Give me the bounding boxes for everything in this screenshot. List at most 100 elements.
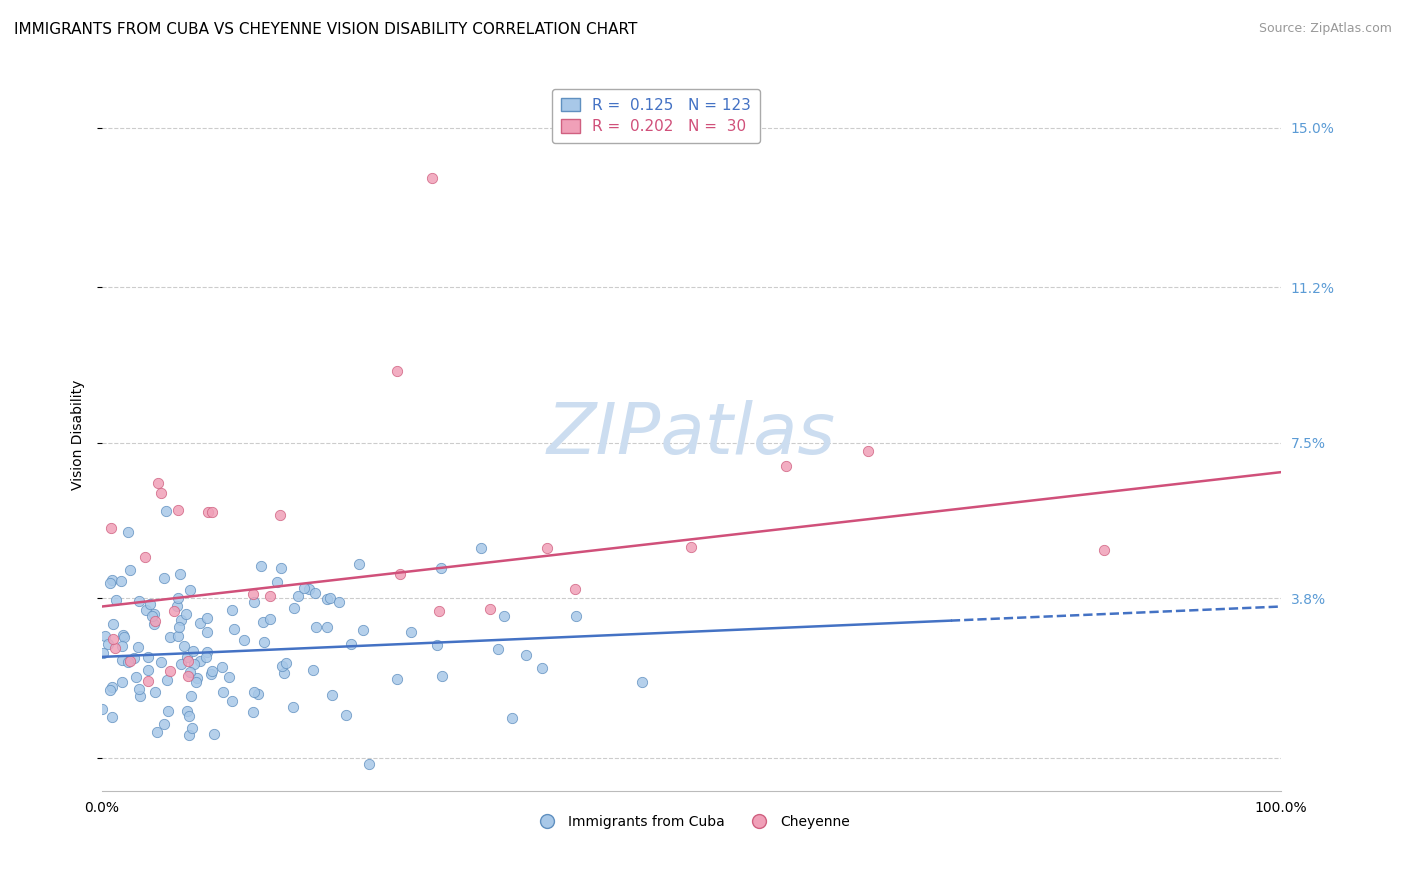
Point	[221, 603, 243, 617]
Point	[146, 724, 169, 739]
Point	[91, 646, 114, 660]
Point	[204, 727, 226, 741]
Point	[100, 573, 122, 587]
Point	[180, 689, 202, 703]
Point	[120, 563, 142, 577]
Text: IMMIGRANTS FROM CUBA VS CHEYENNE VISION DISABILITY CORRELATION CHART: IMMIGRANTS FROM CUBA VS CHEYENNE VISION …	[14, 22, 637, 37]
Point	[321, 689, 343, 703]
Point	[104, 593, 127, 607]
Point	[91, 702, 114, 716]
Point	[166, 599, 188, 614]
Point	[420, 171, 443, 186]
Point	[176, 654, 198, 668]
Point	[143, 685, 166, 699]
Point	[287, 590, 309, 604]
Point	[166, 629, 188, 643]
Point	[1092, 542, 1115, 557]
Point	[304, 586, 326, 600]
Point	[292, 581, 315, 595]
Point	[266, 574, 288, 589]
Point	[195, 625, 218, 640]
Point	[242, 705, 264, 719]
Point	[179, 665, 201, 680]
Point	[111, 653, 134, 667]
Point	[328, 594, 350, 608]
Point	[389, 566, 412, 581]
Point	[159, 630, 181, 644]
Point	[269, 508, 291, 523]
Point	[276, 656, 298, 670]
Text: Source: ZipAtlas.com: Source: ZipAtlas.com	[1258, 22, 1392, 36]
Point	[501, 711, 523, 725]
Point	[430, 669, 453, 683]
Point	[195, 649, 218, 664]
Point	[141, 608, 163, 623]
Point	[167, 620, 190, 634]
Point	[195, 645, 218, 659]
Point	[155, 504, 177, 518]
Point	[167, 503, 190, 517]
Point	[243, 595, 266, 609]
Point	[565, 608, 588, 623]
Point	[170, 657, 193, 671]
Point	[385, 364, 408, 378]
Point	[188, 654, 211, 668]
Point	[259, 611, 281, 625]
Point	[233, 633, 256, 648]
Point	[221, 694, 243, 708]
Point	[177, 669, 200, 683]
Point	[218, 670, 240, 684]
Point	[176, 649, 198, 664]
Point	[316, 592, 339, 607]
Point	[319, 591, 342, 606]
Point	[775, 458, 797, 473]
Point	[111, 675, 134, 690]
Point	[250, 558, 273, 573]
Point	[128, 689, 150, 703]
Point	[536, 541, 558, 556]
Point	[340, 637, 363, 651]
Point	[176, 704, 198, 718]
Point	[173, 639, 195, 653]
Point	[179, 709, 201, 723]
Point	[127, 640, 149, 655]
Point	[385, 672, 408, 686]
Legend: Immigrants from Cuba, Cheyenne: Immigrants from Cuba, Cheyenne	[527, 809, 855, 834]
Point	[94, 629, 117, 643]
Point	[564, 582, 586, 596]
Point	[174, 607, 197, 621]
Point	[201, 505, 224, 519]
Point	[143, 607, 166, 621]
Point	[283, 601, 305, 615]
Text: ZIPatlas: ZIPatlas	[547, 400, 837, 469]
Point	[128, 682, 150, 697]
Point	[430, 560, 453, 574]
Point	[110, 574, 132, 588]
Point	[166, 591, 188, 606]
Point	[181, 644, 204, 658]
Point	[184, 675, 207, 690]
Point	[531, 661, 554, 675]
Point	[101, 617, 124, 632]
Point	[679, 540, 702, 554]
Point	[153, 571, 176, 585]
Point	[100, 521, 122, 535]
Point	[243, 685, 266, 699]
Point	[352, 623, 374, 637]
Point	[156, 704, 179, 718]
Point	[152, 717, 174, 731]
Point	[136, 663, 159, 677]
Point	[253, 634, 276, 648]
Point	[247, 687, 270, 701]
Point	[305, 620, 328, 634]
Point	[124, 651, 146, 665]
Point	[515, 648, 537, 662]
Point	[195, 611, 218, 625]
Point	[211, 660, 233, 674]
Point	[179, 583, 201, 598]
Point	[426, 638, 449, 652]
Point	[197, 505, 219, 519]
Point	[349, 557, 371, 571]
Point	[357, 756, 380, 771]
Point	[125, 670, 148, 684]
